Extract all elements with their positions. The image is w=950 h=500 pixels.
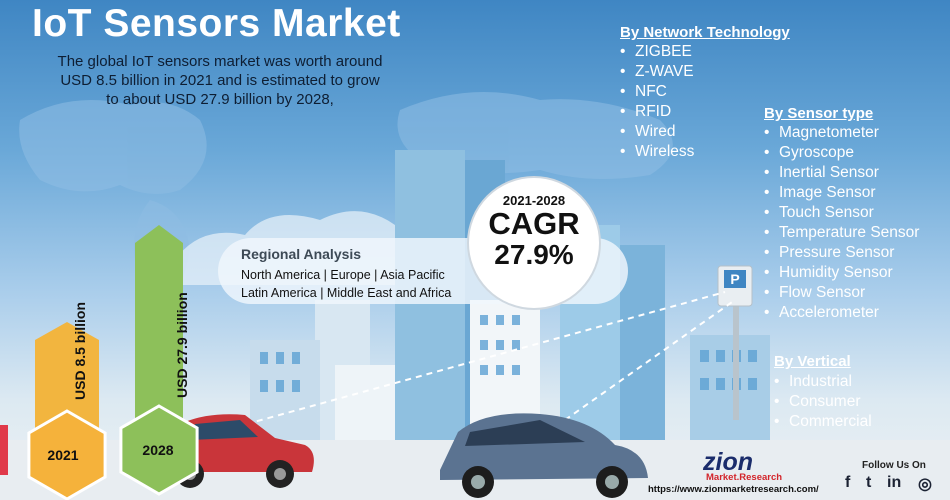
category-label-2021: 2021 xyxy=(47,447,79,463)
list-item: Flow Sensor xyxy=(764,283,919,303)
cagr-value: 27.9% xyxy=(494,239,574,270)
description-line: USD 8.5 billion in 2021 and is estimated… xyxy=(60,72,380,89)
list-item: Gyroscope xyxy=(764,143,919,163)
vertical-title: By Vertical xyxy=(774,353,851,370)
list-item: ZIGBEE xyxy=(620,42,694,62)
list-item: Touch Sensor xyxy=(764,203,919,223)
hexagon-base-2021 xyxy=(27,409,107,500)
list-item: Image Sensor xyxy=(764,183,919,203)
regional-title: Regional Analysis xyxy=(241,246,362,262)
list-item: RFID xyxy=(620,102,694,122)
list-item: Wireless xyxy=(620,142,694,162)
parking-sign-icon: P xyxy=(717,265,753,420)
regional-line-1: North America | Europe | Asia Pacific xyxy=(241,268,445,282)
list-item: Humidity Sensor xyxy=(764,263,919,283)
zion-logo-subtitle: Market.Research xyxy=(706,472,783,483)
list-item: Temperature Sensor xyxy=(764,223,919,243)
cagr-label: CAGR xyxy=(488,206,580,241)
list-item: Consumer xyxy=(774,392,872,412)
list-item: Pressure Sensor xyxy=(764,243,919,263)
linkedin-icon[interactable]: in xyxy=(887,474,902,491)
list-item: Z-WAVE xyxy=(620,62,694,82)
connection-lines xyxy=(224,291,736,431)
list-item: Magnetometer xyxy=(764,123,919,143)
sensor-type-list: Magnetometer Gyroscope Inertial Sensor I… xyxy=(764,123,919,323)
facebook-icon[interactable]: f xyxy=(845,474,851,491)
hexagon-base-2028 xyxy=(119,404,199,496)
website-url[interactable]: https://www.zionmarketresearch.com/ xyxy=(648,484,819,495)
bar-2028 xyxy=(135,225,183,440)
instagram-icon[interactable]: ◎ xyxy=(918,476,932,493)
list-item: Wired xyxy=(620,122,694,142)
sensor-type-title: By Sensor type xyxy=(764,105,874,122)
page-title: IoT Sensors Market xyxy=(32,2,401,45)
twitter-icon[interactable]: t xyxy=(866,474,872,491)
list-item: Inertial Sensor xyxy=(764,163,919,183)
bar-value-label-2028: USD 27.9 billion xyxy=(174,292,190,398)
description-line: The global IoT sensors market was worth … xyxy=(57,53,383,70)
side-tab xyxy=(0,425,8,475)
market-description: The global IoT sensors market was worth … xyxy=(40,52,400,109)
category-label-2028: 2028 xyxy=(142,442,174,458)
vertical-list: Industrial Consumer Commercial xyxy=(774,372,872,432)
bar-2021 xyxy=(35,322,99,440)
cagr-period: 2021-2028 xyxy=(502,193,566,208)
car-right-icon xyxy=(440,413,648,498)
cagr-badge: 2021-2028 CAGR 27.9% xyxy=(469,178,599,308)
list-item: NFC xyxy=(620,82,694,102)
bar-value-label-2021: USD 8.5 billion xyxy=(72,301,88,400)
follow-us-label: Follow Us On xyxy=(862,460,926,471)
zion-logo: zion xyxy=(703,448,753,476)
list-item: Commercial xyxy=(774,412,872,432)
list-item: Industrial xyxy=(774,372,872,392)
network-technology-title: By Network Technology xyxy=(620,24,790,41)
description-line: to about USD 27.9 billion by 2028, xyxy=(106,91,334,108)
svg-text:P: P xyxy=(730,271,739,287)
network-technology-list: ZIGBEE Z-WAVE NFC RFID Wired Wireless xyxy=(620,42,694,162)
regional-line-2: Latin America | Middle East and Africa xyxy=(241,286,452,300)
list-item: Accelerometer xyxy=(764,303,919,323)
